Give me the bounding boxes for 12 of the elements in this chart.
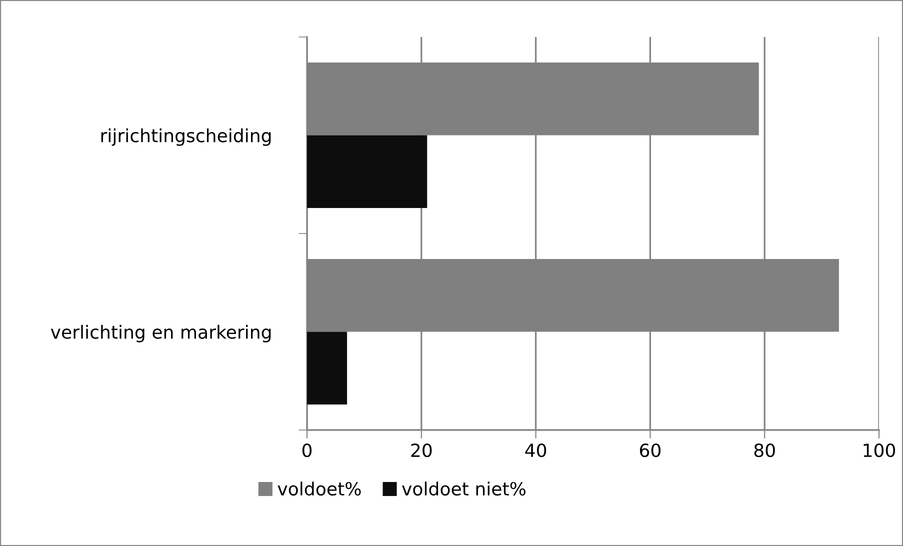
bar xyxy=(307,332,348,404)
x-tick-label: 60 xyxy=(640,444,660,458)
x-tick-label: 20 xyxy=(411,444,432,458)
y-tick-label: verlichting en markering xyxy=(50,324,271,342)
x-tick-label: 80 xyxy=(754,444,775,458)
bar xyxy=(307,135,428,208)
x-tick-label: 100 xyxy=(864,444,896,458)
y-tick-label: rijrichtingscheiding xyxy=(101,128,271,146)
x-tick-label: 0 xyxy=(302,444,312,458)
x-tick-label: 40 xyxy=(525,444,546,458)
legend-label: voldoet niet% xyxy=(402,482,526,496)
legend-label: voldoet% xyxy=(278,482,361,496)
